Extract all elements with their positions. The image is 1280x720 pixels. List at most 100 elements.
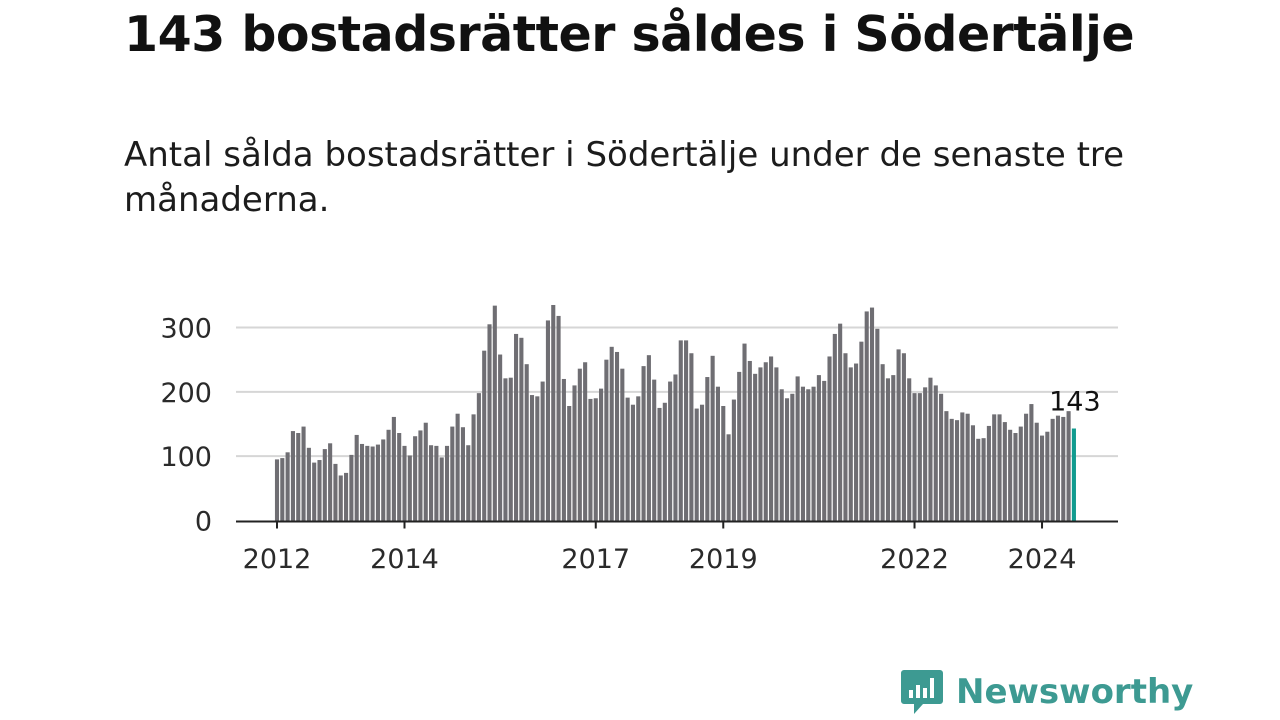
bar bbox=[891, 375, 896, 521]
bar bbox=[721, 405, 726, 521]
bar bbox=[567, 405, 572, 521]
y-tick-label: 100 bbox=[160, 442, 212, 473]
bar bbox=[928, 377, 933, 521]
bars bbox=[274, 304, 1076, 521]
bar bbox=[354, 434, 359, 521]
bar bbox=[1013, 433, 1018, 521]
bar bbox=[641, 366, 646, 521]
bar bbox=[306, 447, 311, 521]
bar bbox=[859, 341, 864, 521]
bar bbox=[455, 413, 460, 521]
bar bbox=[418, 430, 423, 521]
bar bbox=[407, 455, 412, 521]
bar bbox=[694, 408, 699, 521]
bar bbox=[444, 445, 450, 521]
bar bbox=[391, 416, 396, 521]
bar bbox=[625, 397, 630, 521]
bar bbox=[986, 425, 991, 521]
bar bbox=[280, 458, 285, 521]
bar bbox=[1050, 418, 1055, 521]
bar bbox=[322, 449, 327, 521]
bar bbox=[769, 356, 774, 521]
bar bbox=[944, 411, 949, 521]
bar bbox=[545, 320, 550, 521]
bar bbox=[774, 367, 779, 521]
bar bbox=[1024, 413, 1029, 521]
bar bbox=[832, 333, 837, 521]
bar bbox=[381, 439, 386, 521]
bar bbox=[779, 389, 784, 521]
bar bbox=[572, 385, 577, 521]
brand-name: Newsworthy bbox=[956, 672, 1194, 712]
bar bbox=[423, 422, 428, 521]
bar bbox=[726, 434, 731, 521]
bar bbox=[657, 407, 662, 521]
bar bbox=[790, 393, 795, 521]
bar bbox=[402, 445, 407, 521]
bar bbox=[375, 444, 380, 521]
bar bbox=[678, 340, 683, 521]
bar bbox=[939, 393, 944, 521]
newsworthy-logo-icon bbox=[901, 670, 943, 714]
bar bbox=[487, 324, 492, 521]
bar bbox=[630, 404, 635, 521]
bar bbox=[822, 380, 827, 521]
bar bbox=[864, 311, 869, 521]
bar bbox=[333, 463, 338, 521]
bar bbox=[965, 413, 970, 521]
chart-title: 143 bostadsrätter såldes i Södertälje bbox=[124, 6, 1135, 63]
bar bbox=[1018, 426, 1023, 521]
bar bbox=[556, 315, 561, 521]
bar bbox=[1008, 429, 1013, 521]
bar bbox=[731, 399, 736, 521]
bar bbox=[413, 436, 418, 521]
bar bbox=[460, 427, 465, 521]
bar bbox=[800, 386, 806, 521]
bar bbox=[699, 404, 705, 521]
bar bbox=[970, 425, 976, 521]
bar bbox=[715, 386, 720, 521]
bar bbox=[710, 355, 715, 521]
bar bbox=[1002, 422, 1007, 521]
bar bbox=[992, 414, 997, 521]
bar bbox=[763, 362, 768, 521]
bar bbox=[466, 445, 471, 521]
bar bbox=[482, 350, 487, 521]
bar bbox=[492, 305, 497, 521]
bar bbox=[370, 446, 375, 521]
x-tick-label: 2012 bbox=[243, 544, 312, 575]
bar bbox=[1039, 435, 1045, 521]
bar bbox=[838, 323, 843, 521]
y-tick-label: 0 bbox=[195, 507, 212, 538]
bar bbox=[747, 360, 752, 521]
bar bbox=[811, 386, 816, 521]
bar bbox=[397, 433, 402, 521]
bar bbox=[954, 420, 960, 521]
bar bbox=[599, 388, 604, 521]
bar bbox=[1061, 416, 1066, 521]
bar bbox=[344, 472, 349, 521]
bar bbox=[997, 414, 1002, 521]
bar bbox=[386, 429, 391, 521]
bar bbox=[668, 381, 673, 521]
bar bbox=[869, 307, 875, 521]
bar bbox=[301, 426, 306, 521]
bar bbox=[907, 378, 912, 521]
chart-subtitle: Antal sålda bostadsrätter i Södertälje u… bbox=[124, 135, 1125, 220]
bar-chart: 0 100 200 300 2012 2014 2017 2019 2022 2024 143 bbox=[160, 304, 1118, 575]
bar bbox=[1045, 431, 1050, 521]
bar bbox=[296, 433, 301, 521]
x-tick-label: 2019 bbox=[689, 544, 758, 575]
bar bbox=[588, 398, 593, 521]
bar bbox=[737, 371, 742, 521]
bar bbox=[1029, 404, 1034, 521]
bar bbox=[312, 462, 317, 521]
bar bbox=[753, 373, 758, 521]
bar bbox=[981, 438, 986, 521]
bar bbox=[827, 356, 832, 521]
bar bbox=[614, 351, 620, 521]
bar bbox=[476, 393, 481, 521]
bar bbox=[912, 393, 917, 521]
bar bbox=[577, 368, 582, 521]
bar bbox=[684, 340, 689, 521]
